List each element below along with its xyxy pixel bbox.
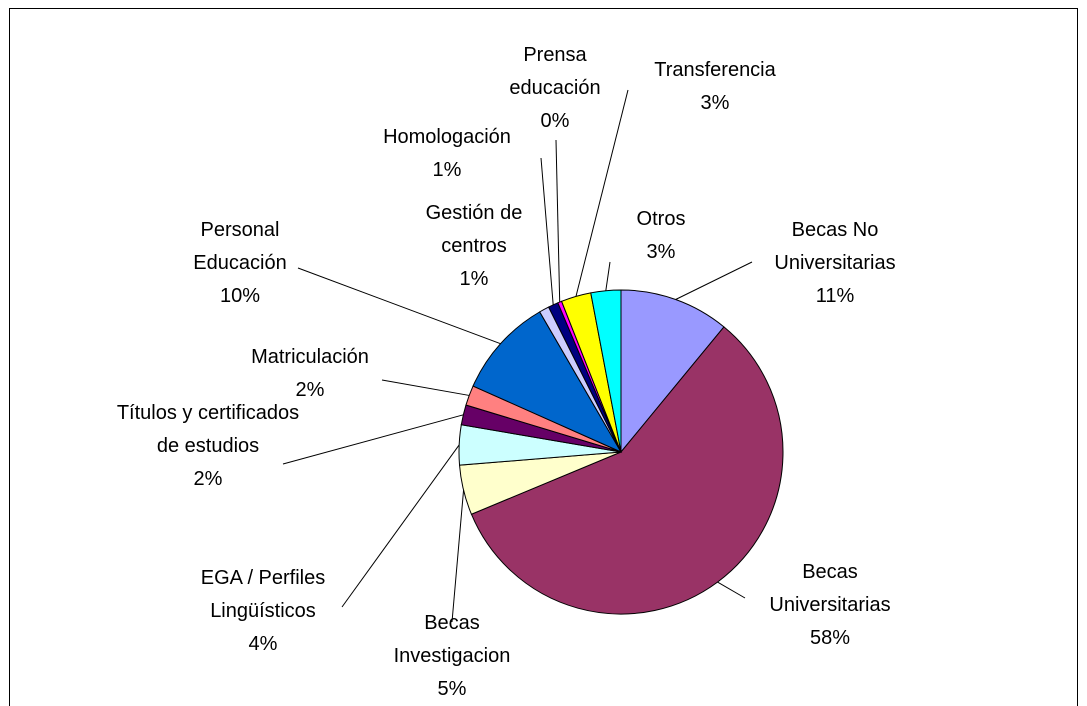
leader-line — [575, 89, 629, 297]
slice-label: Prensa educación — [509, 44, 601, 99]
slice-label: Gestión de centros — [425, 202, 523, 257]
slice-value-label: 3% — [700, 92, 730, 114]
slice-value-label: 0% — [540, 110, 570, 132]
slice-label: Becas Investigacion — [393, 612, 511, 667]
leader-line — [282, 414, 464, 465]
slice-value-label: 2% — [295, 379, 325, 401]
slice-label: Matriculación — [251, 346, 369, 368]
slice-label: Becas No Universitarias — [774, 219, 896, 274]
slice-value-label: 58% — [809, 627, 851, 649]
slice-label: Becas Universitarias — [769, 561, 891, 616]
pie-slice — [590, 289, 622, 453]
slice-label: Transferencia — [654, 59, 776, 81]
leader-line — [605, 261, 611, 291]
slice-label: Personal Educación — [193, 219, 287, 274]
slice-label: EGA / Perfiles Lingüísticos — [200, 567, 326, 622]
leader-line — [381, 379, 470, 396]
leader-line — [540, 157, 554, 305]
slice-value-label: 1% — [459, 268, 489, 290]
slice-label: Otros — [636, 208, 686, 230]
slice-value-label: 5% — [437, 678, 467, 700]
slice-value-label: 4% — [248, 633, 278, 655]
slice-value-label: 2% — [193, 468, 223, 490]
leader-line — [297, 267, 501, 345]
leader-line — [341, 444, 460, 608]
leader-line — [555, 139, 561, 303]
slice-value-label: 11% — [815, 285, 855, 307]
pie-slice — [620, 289, 725, 454]
slice-value-label: 1% — [432, 159, 462, 181]
leader-line — [451, 490, 465, 623]
leader-line — [717, 581, 746, 599]
pie-slice — [472, 311, 623, 454]
leader-line — [675, 261, 753, 300]
slice-label: Homologación — [383, 126, 511, 148]
slice-value-label: 3% — [646, 241, 676, 263]
slice-label: Títulos y certificados de estudios — [116, 402, 300, 457]
slice-value-label: 10% — [219, 285, 261, 307]
